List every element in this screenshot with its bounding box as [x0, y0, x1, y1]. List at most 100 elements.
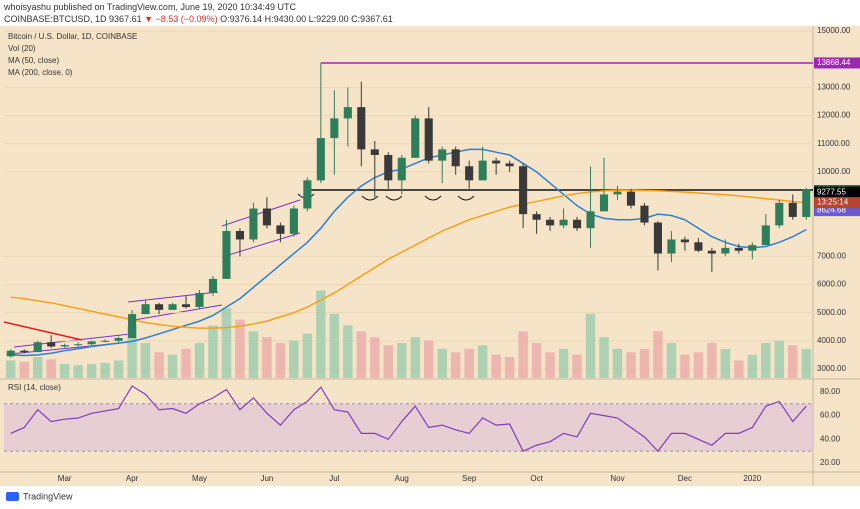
trend-line — [3, 321, 83, 341]
volume-bar — [572, 354, 582, 378]
candle-body — [424, 118, 433, 161]
y-tick-label: 15000.00 — [817, 26, 851, 35]
candle-body — [505, 163, 514, 167]
volume-bar — [437, 348, 447, 378]
volume-bar — [801, 348, 811, 378]
volume-bar — [302, 333, 313, 378]
volume-bar — [46, 359, 56, 378]
volume-bar — [262, 337, 272, 378]
price-label: 13868.44 — [817, 58, 851, 67]
candle-body — [181, 304, 191, 308]
y-tick-label: 5000.00 — [817, 308, 846, 317]
volume-bar — [181, 348, 191, 378]
volume-bar — [531, 343, 542, 378]
candle-body — [599, 194, 609, 212]
volume-bar — [32, 357, 43, 378]
candle-body — [343, 107, 352, 119]
volume-bar — [585, 313, 596, 378]
channel-line — [221, 199, 301, 227]
candle-body — [640, 205, 649, 223]
x-tick-label: Apr — [126, 474, 139, 483]
x-tick-label: 2020 — [743, 474, 761, 483]
candle-body — [47, 342, 56, 347]
candle-body — [316, 138, 325, 181]
volume-bar — [734, 360, 744, 378]
volume-bar — [788, 345, 798, 378]
candle-body — [276, 225, 285, 234]
volume-bar — [316, 290, 326, 378]
candle-body — [451, 149, 460, 167]
volume-bar — [424, 340, 434, 378]
candle-body — [222, 231, 231, 279]
candle-body — [748, 245, 757, 251]
candle-body — [370, 149, 379, 155]
legend-title: Bitcoin / U.S. Dollar, 1D, COINBASE — [8, 32, 137, 41]
candle-body — [478, 160, 487, 181]
candle-body — [357, 107, 366, 150]
volume-bar — [653, 331, 663, 378]
volume-bar — [140, 343, 151, 378]
x-tick-label: Jul — [329, 474, 339, 483]
volume-bar — [666, 343, 677, 378]
candle-body — [249, 208, 258, 240]
volume-bar — [127, 325, 137, 378]
y-tick-label: 60.00 — [820, 411, 841, 420]
y-tick-label: 80.00 — [820, 387, 841, 396]
candle-body — [775, 202, 784, 226]
volume-bar — [707, 343, 717, 378]
candle-body — [6, 350, 15, 357]
candle-body — [626, 191, 636, 206]
price-label-box — [814, 186, 860, 198]
change: ▼ −8.53 (−0.09%) — [144, 14, 218, 24]
candle-body — [667, 239, 676, 254]
y-tick-label: 11000.00 — [817, 139, 850, 148]
volume-bar — [113, 360, 124, 378]
rsi-line — [10, 385, 807, 453]
volume-bar — [639, 348, 650, 378]
countdown-box — [814, 197, 860, 209]
candle-body — [74, 344, 83, 346]
volume-bar — [248, 331, 259, 378]
candle-body — [519, 166, 528, 215]
volume-bar — [504, 357, 515, 378]
volume-bar — [464, 348, 474, 378]
volume-bar — [370, 337, 380, 378]
candle-body — [694, 242, 703, 251]
volume-bar — [235, 319, 245, 378]
publisher: whoisyashu published on TradingView.com,… — [4, 2, 297, 12]
volume-bar — [221, 308, 232, 378]
volume-bar — [6, 360, 16, 378]
symbol: COINBASE:BTCUSD, 1D — [4, 14, 107, 24]
candle-body — [707, 250, 716, 254]
candle-body — [114, 338, 123, 341]
volume-bar — [477, 345, 488, 378]
volume-bar — [680, 354, 690, 378]
countdown: 13:25:14 — [817, 198, 849, 207]
volume-bar — [599, 337, 609, 378]
candle-body — [155, 304, 164, 310]
volume-bar — [154, 352, 164, 378]
y-tick-label: 4000.00 — [817, 336, 846, 345]
candle-body — [680, 239, 689, 243]
rsi-band — [4, 403, 813, 452]
volume-bar — [545, 352, 555, 378]
x-tick-label: Dec — [678, 474, 692, 483]
y-tick-label: 20.00 — [820, 458, 841, 467]
candle-body — [411, 118, 420, 158]
candle-body — [397, 157, 406, 181]
candle-body — [465, 166, 474, 181]
volume-bar — [491, 354, 501, 378]
volume-bar — [720, 348, 731, 378]
price-label: 9277.55 — [817, 187, 846, 196]
y-tick-label: 6000.00 — [817, 280, 846, 289]
candle-body — [60, 345, 69, 347]
x-tick-label: Aug — [395, 474, 409, 483]
candle-body — [761, 225, 770, 246]
volume-bar — [450, 352, 461, 378]
moving-average — [10, 148, 807, 357]
moving-average — [10, 189, 807, 329]
candle-body — [721, 247, 730, 254]
volume-bar — [86, 364, 97, 378]
x-tick-label: Mar — [58, 474, 72, 483]
x-tick-label: Sep — [462, 474, 477, 483]
